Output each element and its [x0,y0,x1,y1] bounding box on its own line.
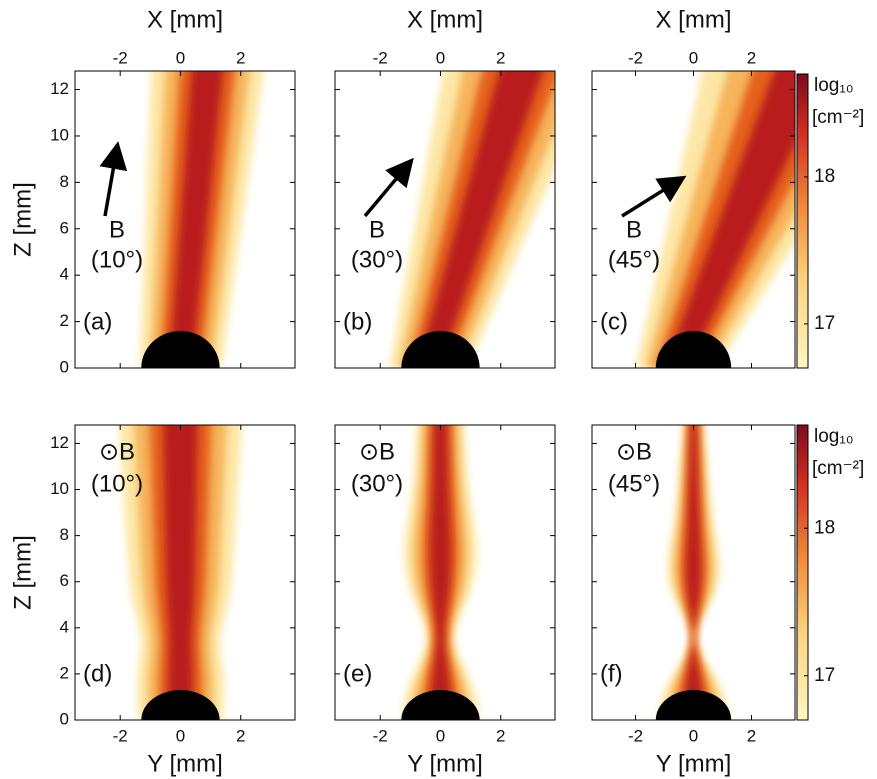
colorbar-tick-label: 17 [814,665,835,686]
panel-label: (b) [343,308,372,335]
plume-layer [429,425,452,720]
y-tick-label: 4 [60,617,69,636]
y-tick-label: 2 [60,311,69,330]
field-label: ⊙B [616,438,652,465]
x-tick-label: 2 [747,48,756,67]
y-tick-label: 6 [60,218,69,237]
target [141,690,220,720]
x-tick-label: 0 [436,48,445,67]
x-axis-label: X [mm] [656,6,732,33]
angle-label: (10°) [91,246,143,273]
field-arrow [621,175,687,218]
angle-label: (30°) [351,470,403,497]
plume-layer [163,425,198,720]
angle-label: (10°) [91,470,143,497]
y-tick-label: 8 [60,172,69,191]
x-tick-label: 0 [689,48,698,67]
angle-label: (45°) [608,470,660,497]
x-tick-label: 2 [747,726,756,745]
x-tick-label: -2 [373,726,388,745]
x-tick-label: 0 [176,726,185,745]
panel-label: (f) [600,660,623,687]
panel-label: (d) [83,660,112,687]
x-tick-label: 2 [236,726,245,745]
field-label: B [626,216,642,243]
heatmap [119,425,242,720]
x-tick-label: 2 [496,48,505,67]
heatmap [635,71,795,368]
x-axis-label: Y [mm] [147,750,223,777]
panel-label: (c) [600,308,628,335]
x-tick-label: 0 [176,48,185,67]
panel-label: (e) [343,660,372,687]
colorbar [796,73,809,369]
heatmap [139,71,264,368]
x-tick-label: 0 [689,726,698,745]
y-tick-label: 2 [60,663,69,682]
x-tick-label: -2 [628,726,643,745]
colorbar-unit: [cm⁻²] [812,107,864,128]
panel-label: (a) [83,308,112,335]
y-tick-label: 12 [50,79,69,98]
y-tick-label: 12 [50,433,69,452]
colorbar-label: log₁₀ [814,426,854,447]
x-axis-label: Y [mm] [407,750,483,777]
y-tick-label: 10 [50,125,69,144]
plume-layer [683,425,704,720]
field-label: ⊙B [359,438,395,465]
x-tick-label: -2 [113,48,128,67]
y-tick-label: 6 [60,571,69,590]
x-axis-label: X [mm] [407,6,483,33]
colorbar-tick-label: 18 [814,166,835,187]
x-tick-label: 2 [236,48,245,67]
frame [74,70,296,369]
x-tick-label: -2 [628,48,643,67]
heatmap [401,425,480,720]
x-axis-label: Y [mm] [656,750,732,777]
plume-layer [169,71,224,368]
field-arrow [363,157,414,218]
angle-label: (30°) [351,246,403,273]
y-tick-label: 8 [60,525,69,544]
field-label: B [369,216,385,243]
colorbar-unit: [cm⁻²] [812,458,864,479]
y-axis-label: Z [mm] [9,182,36,257]
angle-label: (45°) [608,246,660,273]
frame [334,70,556,369]
x-tick-label: 2 [496,726,505,745]
heatmap [389,71,555,368]
frame [334,424,556,721]
target [401,690,480,720]
colorbar-label: log₁₀ [814,75,854,96]
colorbar-tick-label: 17 [814,313,835,334]
y-axis-label: Z [mm] [9,535,36,610]
y-tick-label: 10 [50,479,69,498]
x-tick-label: 0 [436,726,445,745]
target [655,690,732,720]
frame [74,424,296,721]
x-tick-label: -2 [113,726,128,745]
target [401,330,480,368]
y-tick-label: 0 [60,357,69,376]
plume-layer [417,71,543,368]
x-axis-label: X [mm] [147,6,223,33]
target [655,330,732,368]
heatmap [655,425,732,720]
colorbar-tick-label: 18 [814,517,835,538]
y-tick-label: 0 [60,709,69,728]
field-label: B [109,216,125,243]
field-label: ⊙B [99,438,135,465]
field-arrow [99,141,128,217]
colorbar [796,424,809,721]
y-tick-label: 4 [60,265,69,284]
plume-layer [664,71,795,368]
x-tick-label: -2 [373,48,388,67]
target [141,330,220,368]
